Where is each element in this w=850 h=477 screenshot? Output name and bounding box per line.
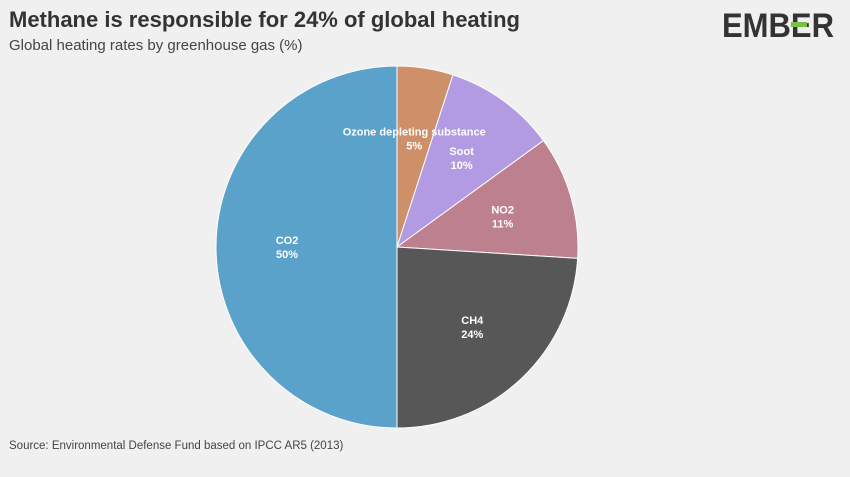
pie-label-ch4: CH4 24% bbox=[461, 315, 484, 341]
chart-subtitle: Global heating rates by greenhouse gas (… bbox=[9, 37, 303, 54]
pie-slice-co2 bbox=[215, 65, 398, 429]
pie-slice-soot bbox=[396, 74, 545, 249]
pie-label-ozone-depleting-substance: Ozone depleting substance 5% bbox=[343, 126, 486, 152]
source-note: Source: Environmental Defense Fund based… bbox=[9, 440, 344, 452]
pie-label-no2: NO2 11% bbox=[491, 204, 514, 230]
ember-logo: EMBER bbox=[722, 8, 834, 42]
pie-slice-no2 bbox=[395, 139, 579, 259]
chart-title: Methane is responsible for 24% of global… bbox=[9, 7, 520, 32]
pie-labels: Ozone depleting substance 5% Soot 10% NO2 11%… bbox=[276, 126, 514, 341]
pie-slices bbox=[215, 65, 579, 429]
pie-label-co2: CO2 50% bbox=[276, 235, 299, 261]
pie-label-soot: Soot 10% bbox=[449, 146, 474, 172]
logo-text: EMBER bbox=[722, 8, 834, 42]
pie-slice-ch4 bbox=[396, 246, 579, 429]
logo-accent-bar bbox=[791, 22, 807, 27]
